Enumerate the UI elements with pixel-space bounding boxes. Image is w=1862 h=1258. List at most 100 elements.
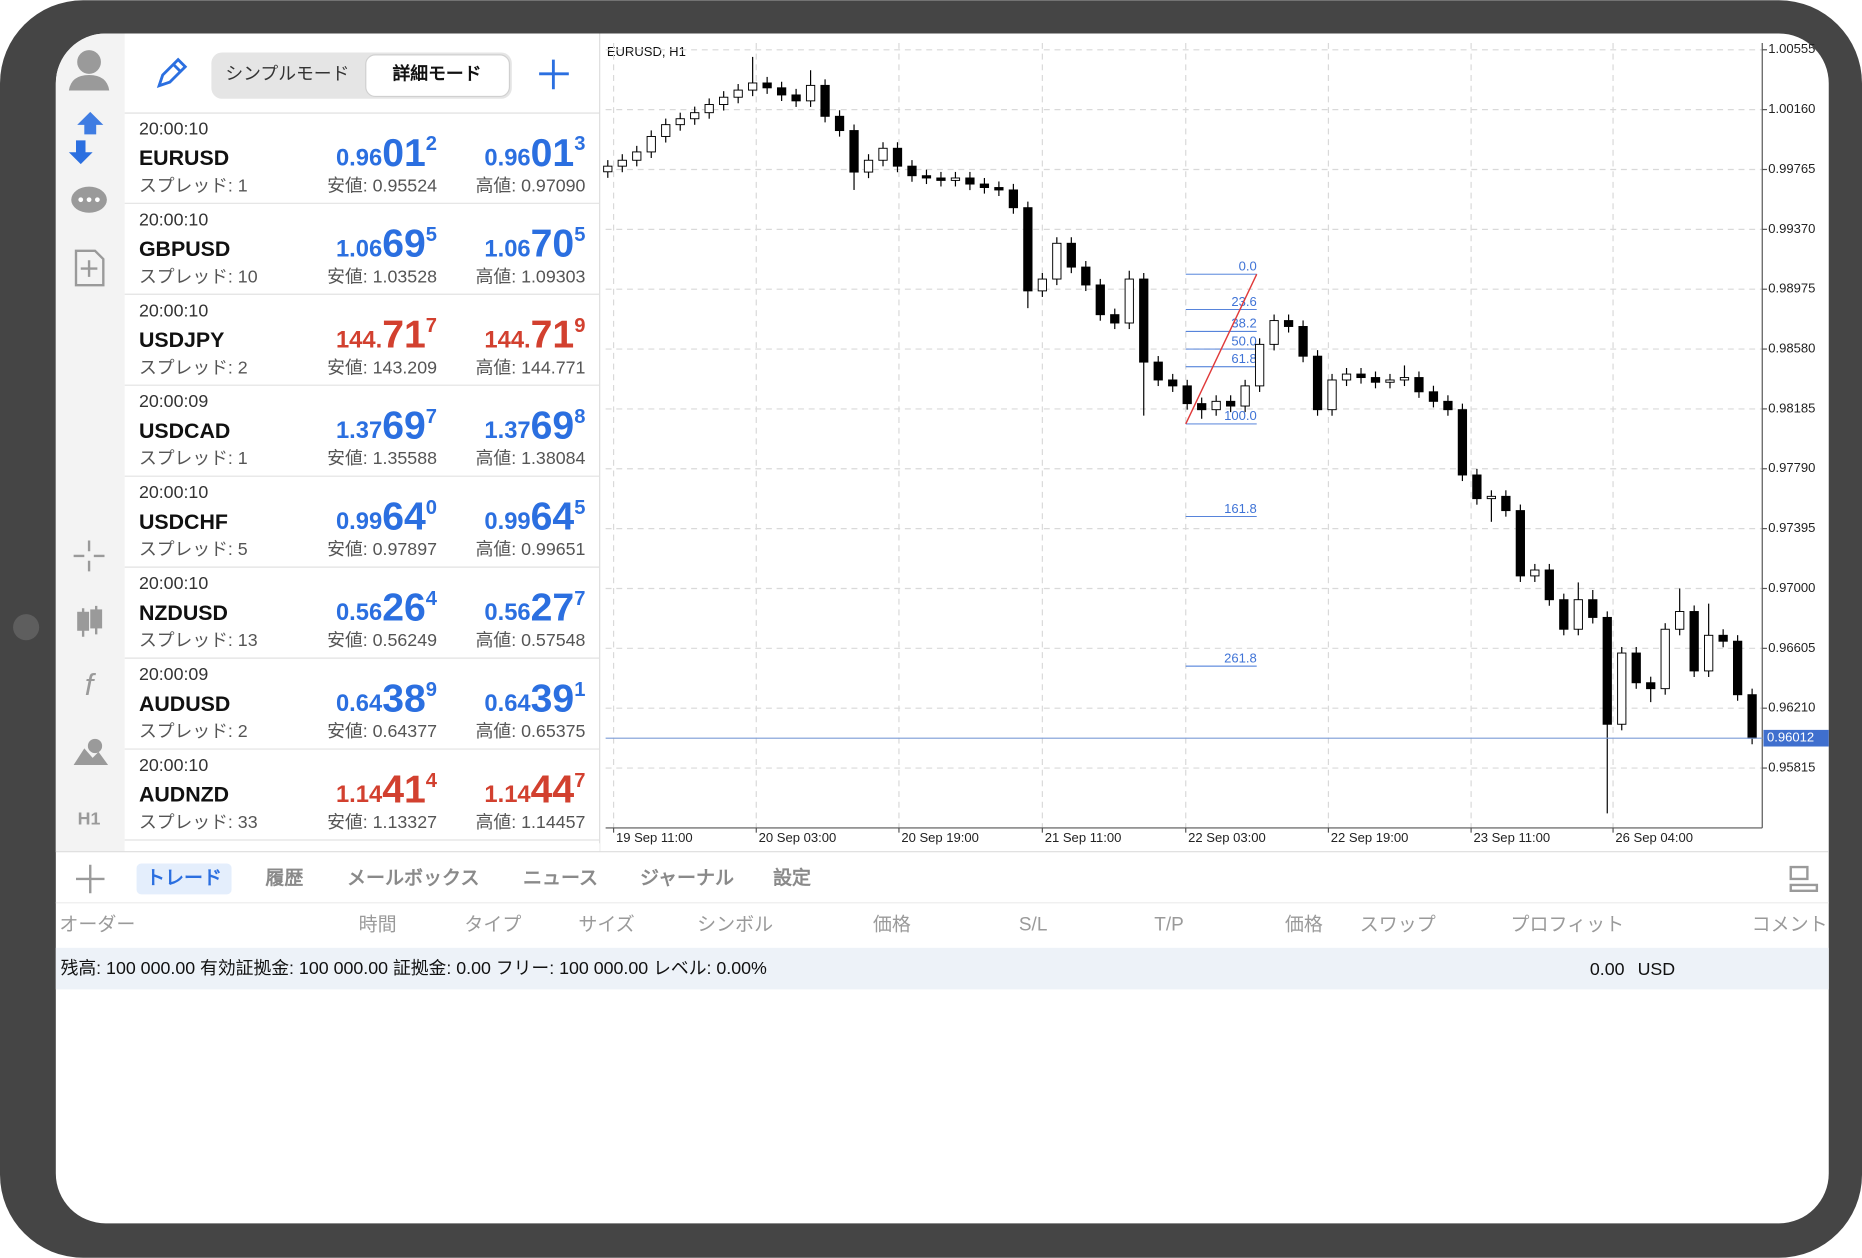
ask-pips: 70 xyxy=(531,223,575,266)
tab[interactable]: ジャーナル xyxy=(640,868,734,889)
dot xyxy=(86,197,92,203)
quote-list: 20:00:10 EURUSD スプレッド: 1 安値: 0.95524 高値: 0.9… xyxy=(124,118,600,841)
high: 高値: 0.57548 xyxy=(476,630,586,650)
add-tab[interactable] xyxy=(76,864,105,894)
ask-price[interactable]: 1.37698 xyxy=(484,405,585,448)
layout-icon[interactable] xyxy=(1789,865,1819,893)
low: 安値: 0.95524 xyxy=(327,175,437,195)
symbol: AUDUSD xyxy=(139,692,230,716)
bid-point: 7 xyxy=(426,406,437,428)
candle-body xyxy=(1023,207,1033,292)
x-tick-label: 20 Sep 03:00 xyxy=(759,830,837,845)
ask-price[interactable]: 144.719 xyxy=(484,314,585,357)
bid-price[interactable]: 0.64389 xyxy=(336,678,437,721)
candles-icon[interactable] xyxy=(77,605,103,637)
candle-body xyxy=(1486,495,1497,500)
x-tick-label: 23 Sep 11:00 xyxy=(1473,830,1550,845)
bid-price[interactable]: 1.14414 xyxy=(336,769,438,812)
quote-time: 20:00:09 xyxy=(139,664,208,684)
ask-prefix: 1.06 xyxy=(484,236,530,263)
bid-price[interactable]: 0.56264 xyxy=(336,587,438,630)
balance-row xyxy=(55,947,1829,990)
spread: スプレッド: 2 xyxy=(139,721,248,741)
candle-body xyxy=(632,151,642,161)
doc xyxy=(74,249,105,287)
candle-body xyxy=(1573,599,1583,630)
candle-body xyxy=(1501,495,1511,512)
candle-body xyxy=(1457,409,1468,476)
bid-price[interactable]: 0.99640 xyxy=(336,496,437,539)
bid-price[interactable]: 1.37697 xyxy=(336,405,437,448)
mode-tab[interactable]: シンプルモード xyxy=(225,64,349,84)
timeframe-button[interactable]: H1 xyxy=(78,808,101,828)
add-symbol[interactable] xyxy=(539,59,569,90)
x-tick-label: 22 Sep 19:00 xyxy=(1331,830,1409,845)
bid-pips: 71 xyxy=(382,314,426,357)
candle-body xyxy=(921,175,932,179)
fib-label: 261.8 xyxy=(1224,650,1257,665)
column-header: S/L xyxy=(1019,914,1048,935)
candle-body xyxy=(1226,400,1236,407)
ask-pips: 64 xyxy=(531,496,575,539)
trade-icon[interactable] xyxy=(68,111,104,165)
avatar-icon[interactable] xyxy=(68,50,110,91)
spread: スプレッド: 33 xyxy=(139,812,258,832)
column-header: シンボル xyxy=(697,913,773,935)
ask-price[interactable]: 0.96013 xyxy=(484,132,585,175)
balance: 残高: 100 000.00 有効証拠金: 100 000.00 証拠金: 0.… xyxy=(61,958,767,978)
candle-body xyxy=(1008,189,1019,209)
price-label: 0.96012 xyxy=(1767,730,1814,745)
fib-trend xyxy=(1185,273,1258,425)
ask-pips: 71 xyxy=(531,314,575,357)
bid-price[interactable]: 144.717 xyxy=(336,314,437,357)
high: 高値: 0.97090 xyxy=(476,175,586,195)
ask-point: 5 xyxy=(574,497,585,519)
candle-body xyxy=(834,115,845,132)
ask-point: 9 xyxy=(574,315,585,337)
tab[interactable]: ニュース xyxy=(523,868,598,889)
ask-price[interactable]: 0.56277 xyxy=(484,587,585,630)
mode-tab[interactable]: 詳細モード xyxy=(393,63,482,84)
objects-icon[interactable] xyxy=(73,738,109,765)
ask-price[interactable]: 1.06705 xyxy=(484,223,585,266)
ask-price[interactable]: 1.14447 xyxy=(484,769,585,812)
tab[interactable]: トレード xyxy=(146,868,222,889)
ask-prefix: 0.56 xyxy=(484,599,530,626)
candle-body xyxy=(863,159,874,173)
candle-body xyxy=(907,165,917,177)
x-tick-label: 20 Sep 19:00 xyxy=(901,830,979,845)
ask-price[interactable]: 0.99645 xyxy=(484,496,585,539)
spread: スプレッド: 1 xyxy=(139,175,248,195)
plus xyxy=(80,260,98,277)
candle-body xyxy=(1312,355,1323,411)
tab[interactable]: メールボックス xyxy=(347,867,479,889)
new-doc-icon[interactable] xyxy=(74,249,105,287)
symbol: AUDNZD xyxy=(139,783,229,807)
ask-point: 5 xyxy=(574,224,585,246)
tab[interactable]: 履歴 xyxy=(265,867,303,889)
candle-body xyxy=(1747,694,1757,739)
candle-body xyxy=(1660,628,1670,690)
candle-body xyxy=(1153,361,1163,381)
y-tick-label: 1.00555 xyxy=(1768,41,1815,56)
quote-time: 20:00:10 xyxy=(139,118,208,138)
symbol: EURUSD xyxy=(139,146,229,170)
candle-body xyxy=(1689,611,1699,672)
bid-point: 2 xyxy=(426,133,437,155)
bid-price[interactable]: 0.96012 xyxy=(336,132,437,175)
bid-price[interactable]: 1.06695 xyxy=(336,223,437,266)
bid-prefix: 0.56 xyxy=(336,599,382,626)
candle-body xyxy=(1037,278,1047,292)
mode-selected xyxy=(365,54,511,98)
y-tick-label: 0.96210 xyxy=(1768,700,1815,715)
x-tick-label: 19 Sep 11:00 xyxy=(616,830,693,845)
pencil-icon[interactable] xyxy=(156,57,188,88)
list-clip xyxy=(124,843,600,852)
high: 高値: 0.65375 xyxy=(476,721,586,741)
symbol: USDCHF xyxy=(139,510,228,534)
ask-price[interactable]: 0.64391 xyxy=(484,678,585,721)
tab[interactable]: 設定 xyxy=(773,866,811,889)
crosshair-icon[interactable] xyxy=(73,540,105,572)
chat-icon[interactable] xyxy=(71,186,107,213)
